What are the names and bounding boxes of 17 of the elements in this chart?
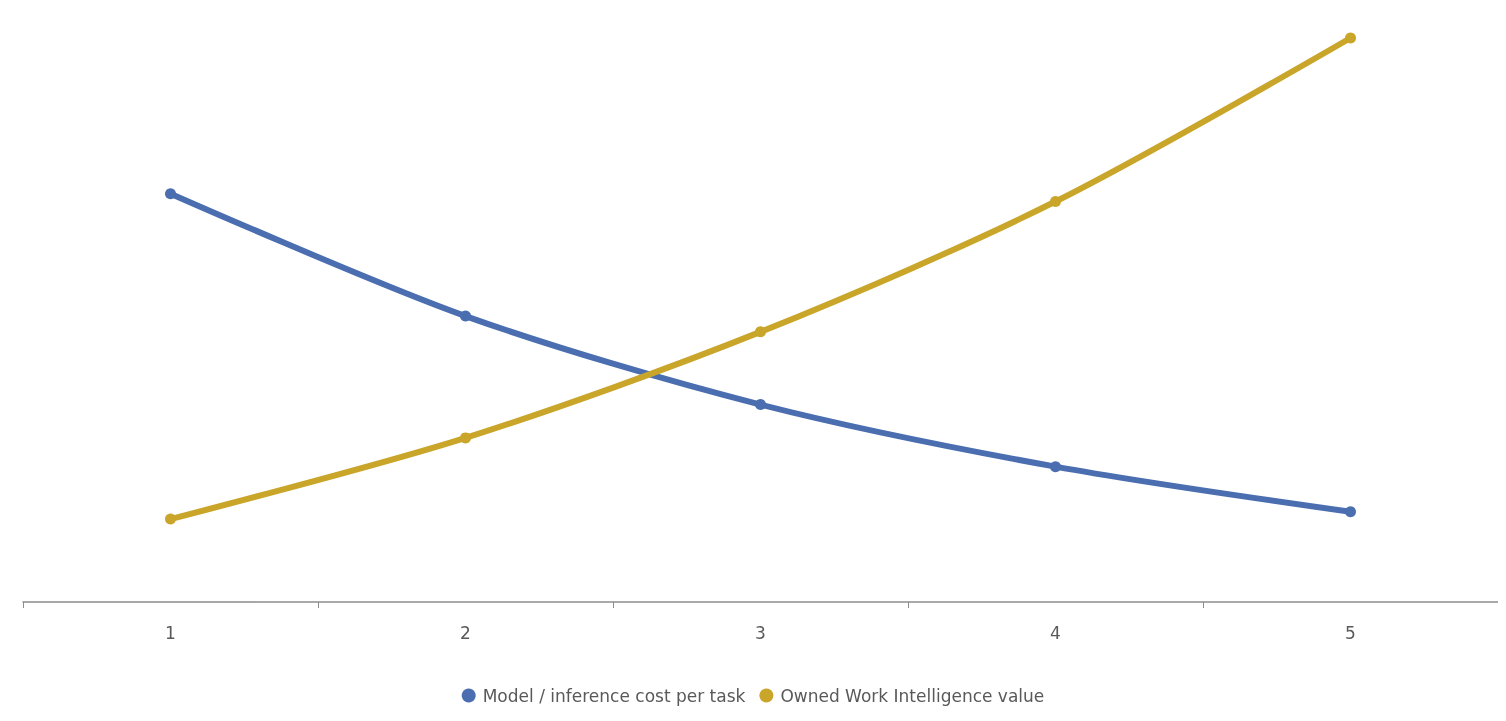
point	[165, 188, 176, 200]
point	[755, 326, 766, 338]
legend-label: Owned Work Intelligence value	[780, 685, 1045, 706]
point	[1050, 461, 1061, 473]
x-tick-label: 4	[1050, 622, 1061, 643]
point	[460, 432, 471, 444]
legend-label: Model / inference cost per task	[482, 685, 746, 706]
point	[1345, 506, 1356, 518]
x-tick-label: 1	[165, 622, 176, 643]
point	[1345, 32, 1356, 44]
point	[460, 310, 471, 322]
point	[165, 513, 176, 525]
x-tick-label: 2	[460, 622, 471, 643]
x-tick-label: 5	[1345, 622, 1356, 643]
point	[755, 399, 766, 411]
x-tick-label: 3	[755, 622, 766, 643]
point	[1050, 196, 1061, 208]
